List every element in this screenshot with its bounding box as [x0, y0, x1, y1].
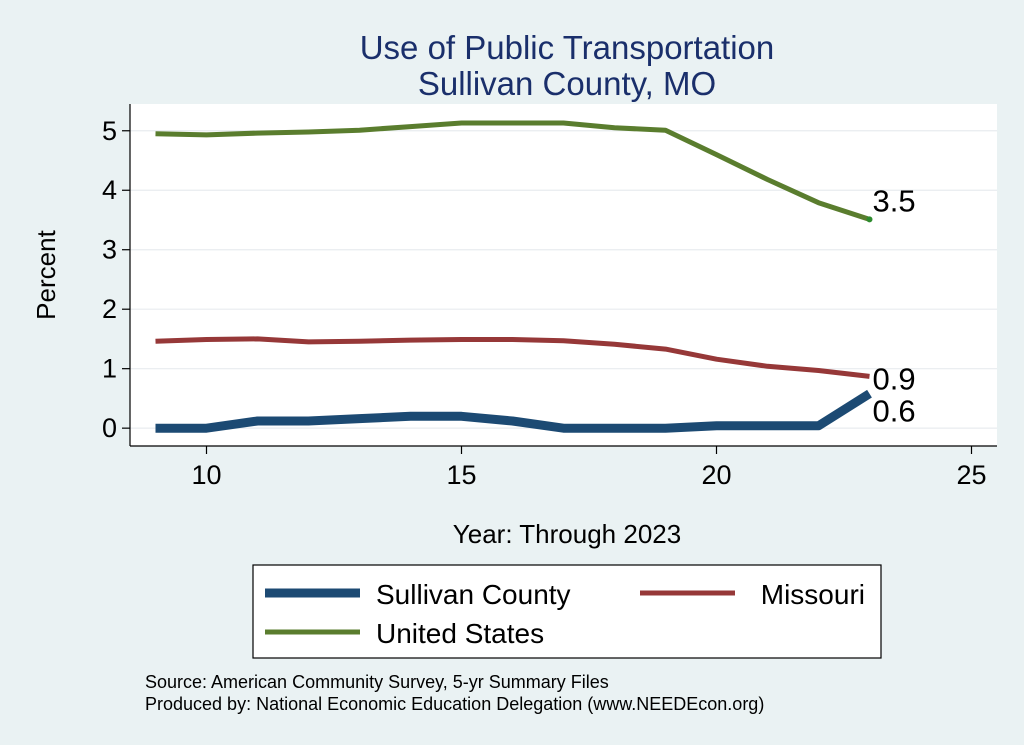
- x-tick-label: 15: [446, 460, 476, 490]
- y-tick-label: 5: [102, 116, 117, 146]
- legend-box: [252, 564, 882, 659]
- series-line-missouri: [155, 336, 870, 379]
- legend: Sullivan County Missouri United States: [265, 579, 865, 649]
- series-line-sullivan-county: [155, 389, 872, 433]
- legend-label-sullivan-county: Sullivan County: [376, 579, 571, 610]
- x-axis-title: Year: Through 2023: [453, 519, 681, 549]
- chart-title-line-2: Sullivan County, MO: [418, 65, 716, 102]
- gridlines: [130, 130, 997, 429]
- series-line-united-states: [155, 120, 871, 222]
- plot-area: [130, 104, 997, 446]
- chart-title-line-1: Use of Public Transportation: [360, 29, 775, 66]
- x-tick-label: 25: [956, 460, 986, 490]
- y-tick-label: 3: [102, 235, 117, 265]
- end-label-missouri: 0.9: [873, 361, 916, 396]
- x-tick-label: 20: [701, 460, 731, 490]
- axis-ticks: 0 1 2 3 4 5 10 15 20 25: [102, 116, 987, 490]
- legend-label-united-states: United States: [376, 618, 544, 649]
- y-axis-title: Percent: [31, 229, 61, 319]
- y-tick-label: 2: [102, 294, 117, 324]
- end-marker-united-states: [866, 216, 873, 223]
- source-note-line-1: Source: American Community Survey, 5-yr …: [145, 672, 609, 692]
- series-layer: 3.5 0.90.6: [155, 120, 916, 433]
- end-label-united-states: 3.5: [873, 183, 916, 218]
- y-tick-label: 4: [102, 175, 117, 205]
- legend-label-missouri: Missouri: [761, 579, 865, 610]
- y-tick-label: 0: [102, 413, 117, 443]
- source-note-line-2: Produced by: National Economic Education…: [145, 694, 764, 714]
- x-tick-label: 10: [191, 460, 221, 490]
- y-tick-label: 1: [102, 354, 117, 384]
- end-label-sullivan-county: 0.6: [873, 394, 916, 429]
